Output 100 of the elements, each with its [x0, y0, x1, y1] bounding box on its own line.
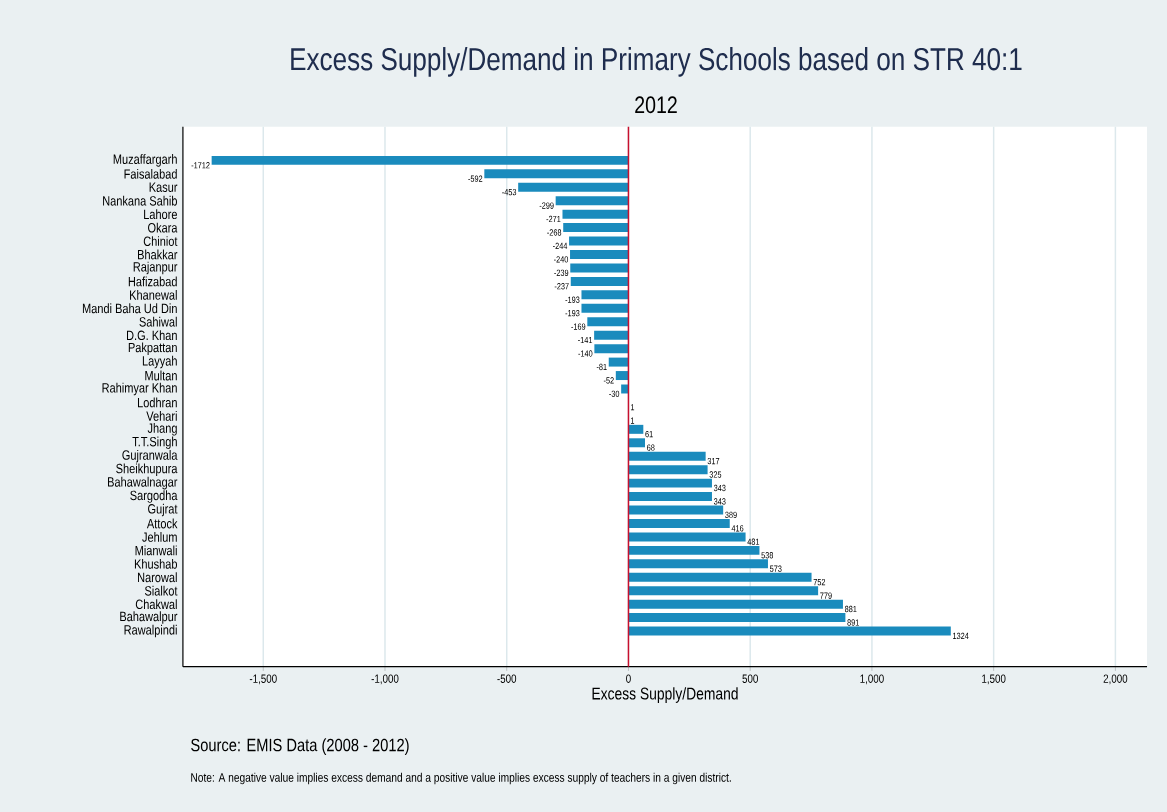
- bar: [615, 370, 629, 380]
- y-tick-label: Nankana Sahib: [103, 195, 177, 206]
- bar: [628, 464, 708, 474]
- data-label: 1324: [953, 632, 969, 639]
- y-tick-label: Lodhran: [137, 397, 177, 408]
- bar: [518, 182, 629, 192]
- y-tick-label: Rahimyar Khan: [102, 382, 177, 396]
- data-label: 317: [707, 457, 720, 465]
- y-tick-label: Chakwal: [135, 599, 177, 609]
- y-tick-label: T.T.Singh: [132, 436, 177, 449]
- data-label: -244: [553, 242, 568, 249]
- y-tick-label: Mianwali: [135, 545, 177, 556]
- y-tick-label: Pakpattan: [128, 342, 177, 355]
- x-tick-label: -1,000: [371, 674, 399, 685]
- y-tick-label: Bahawalpur: [120, 611, 178, 624]
- y-tick-label: Narowal: [138, 572, 177, 582]
- x-tick-label: 500: [742, 674, 758, 683]
- data-label: 389: [725, 511, 737, 518]
- y-tick-label: Chiniot: [143, 235, 178, 246]
- data-label: 752: [813, 578, 826, 586]
- bar: [628, 559, 768, 569]
- bar: [628, 424, 644, 434]
- bar: [628, 532, 746, 542]
- data-label: -1712: [191, 161, 210, 169]
- bar: [628, 612, 846, 622]
- bar: [587, 317, 629, 327]
- bar: [628, 491, 712, 501]
- data-label: -81: [596, 363, 607, 370]
- bar: [628, 626, 951, 636]
- data-label: -52: [603, 377, 614, 384]
- bar: [581, 303, 629, 313]
- y-tick-label: Bhakkar: [138, 249, 178, 260]
- bar: [628, 518, 730, 528]
- bar: [628, 505, 724, 515]
- y-tick-label: Okara: [148, 222, 178, 233]
- data-label: -239: [554, 269, 569, 276]
- y-tick-label: Attock: [146, 518, 178, 529]
- chart-title: Excess Supply/Demand in Primary Schools based on STR 40:1: [291, 46, 1022, 77]
- y-tick-label: Multan: [145, 370, 177, 381]
- y-tick-label: Sahiwal: [139, 316, 177, 327]
- bar: [628, 478, 712, 488]
- bar: [628, 599, 843, 609]
- y-tick-label: D.G. Khan: [127, 330, 177, 340]
- data-label: -141: [578, 336, 593, 343]
- chart-subtitle: 2012: [635, 96, 677, 114]
- bar: [628, 545, 760, 555]
- x-tick-label: 2,000: [1103, 674, 1128, 685]
- x-tick-label: -500: [497, 674, 517, 683]
- data-label: -453: [502, 188, 517, 196]
- y-tick-label: Sialkot: [144, 585, 178, 596]
- y-tick-label: Bahawalnagar: [108, 476, 178, 490]
- data-label: -193: [565, 296, 580, 303]
- y-tick-label: Lahore: [144, 209, 177, 219]
- y-tick-label: Gujrat: [148, 503, 178, 517]
- y-tick-label: Gujranwala: [122, 449, 178, 463]
- x-tick-label: 0: [626, 674, 631, 683]
- data-label: -140: [578, 350, 593, 357]
- y-tick-label: Sargodha: [130, 490, 178, 503]
- data-label: 573: [769, 565, 782, 572]
- y-tick-label: Rawalpindi: [124, 624, 177, 638]
- y-tick-label: Vehari: [146, 410, 177, 421]
- data-label: 779: [820, 592, 832, 599]
- data-label: -592: [468, 175, 483, 182]
- data-label: 891: [847, 619, 859, 626]
- bar: [581, 290, 629, 300]
- bar: [628, 572, 812, 582]
- bar: [555, 196, 629, 205]
- y-tick-label: Sheikhupura: [116, 463, 178, 476]
- data-label: 343: [713, 498, 726, 505]
- bar: [608, 357, 629, 367]
- text: Note: A negative value implies excess demand and a positive value implies excess supply of teachers in a given district.: [191, 772, 731, 785]
- data-label: -299: [539, 202, 554, 209]
- data-label: 538: [761, 551, 774, 559]
- data-label: 881: [844, 605, 857, 612]
- bar: [628, 586, 819, 595]
- y-tick-label: Faisalabad: [124, 168, 177, 179]
- y-tick-label: Kasur: [149, 182, 178, 192]
- data-label: 1: [630, 417, 635, 424]
- data-label: 61: [645, 430, 653, 438]
- y-tick-label: Layyah: [142, 355, 177, 369]
- data-label: -237: [554, 282, 569, 290]
- data-label: -30: [609, 390, 620, 397]
- bar: [594, 343, 629, 353]
- data-label: 343: [713, 484, 726, 491]
- data-label: 1: [630, 403, 635, 411]
- bar: [484, 169, 629, 179]
- bar: [570, 249, 629, 259]
- data-label: 68: [647, 444, 655, 451]
- bar: [569, 236, 629, 246]
- x-tick-label: 1,000: [860, 674, 884, 685]
- y-tick-label: Mandi Baha Ud Din: [82, 303, 177, 314]
- y-tick-label: Rajanpur: [133, 261, 178, 275]
- data-label: 416: [731, 524, 744, 532]
- y-tick-label: Khanewal: [130, 289, 177, 300]
- x-axis-title: Excess Supply/Demand: [592, 686, 738, 703]
- data-label: -271: [546, 215, 561, 222]
- bar: [570, 263, 629, 273]
- y-tick-label: Muzaffargarh: [113, 153, 177, 167]
- bar: [562, 209, 629, 219]
- data-label: -268: [547, 229, 562, 236]
